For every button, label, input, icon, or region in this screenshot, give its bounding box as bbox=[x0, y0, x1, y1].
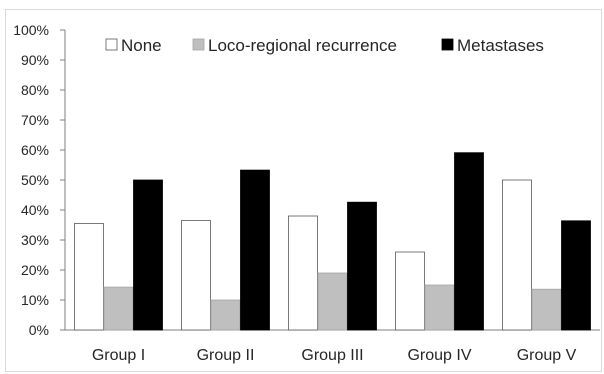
x-category-label: Group V bbox=[517, 347, 577, 364]
legend: None Loco-regional recurrence Metastases bbox=[105, 36, 544, 55]
x-category-label: Group III bbox=[301, 347, 363, 364]
y-tick-label: 90% bbox=[21, 52, 49, 68]
bar bbox=[210, 299, 241, 331]
bar bbox=[424, 284, 455, 331]
x-category-label: Group II bbox=[197, 347, 255, 364]
bar bbox=[74, 223, 104, 331]
y-tick-label: 40% bbox=[21, 202, 49, 218]
x-category-label: Group IV bbox=[407, 347, 471, 364]
y-tick-label: 100% bbox=[13, 22, 49, 38]
y-axis-ticks: 0% 10% 20% 30% 40% 50% 60% 70% 80% 90% 100% bbox=[13, 22, 65, 338]
legend-swatch bbox=[105, 38, 118, 51]
legend-label: Loco-regional recurrence bbox=[208, 36, 397, 55]
legend-label: None bbox=[121, 36, 162, 55]
x-axis-categories: Group I Group II Group III Group IV Group V bbox=[92, 347, 577, 364]
bar bbox=[288, 215, 318, 331]
bar bbox=[181, 220, 211, 331]
y-tick-label: 10% bbox=[21, 292, 49, 308]
y-tick-label: 50% bbox=[21, 172, 49, 188]
bar bbox=[531, 288, 562, 331]
y-tick-label: 80% bbox=[21, 82, 49, 98]
bar bbox=[240, 169, 270, 331]
legend-swatch bbox=[192, 38, 205, 51]
legend-label: Metastases bbox=[457, 36, 544, 55]
bar bbox=[561, 220, 591, 331]
y-tick-label: 30% bbox=[21, 232, 49, 248]
y-tick-label: 0% bbox=[29, 322, 49, 338]
legend-swatch bbox=[441, 38, 454, 51]
bar bbox=[317, 272, 348, 331]
bar bbox=[502, 179, 532, 331]
bar bbox=[133, 179, 163, 331]
y-tick-label: 60% bbox=[21, 142, 49, 158]
bar bbox=[395, 251, 425, 331]
y-tick-label: 20% bbox=[21, 262, 49, 278]
bar bbox=[347, 201, 377, 331]
x-category-label: Group I bbox=[92, 347, 145, 364]
bars bbox=[74, 152, 591, 331]
y-tick-label: 70% bbox=[21, 112, 49, 128]
bar bbox=[454, 152, 484, 331]
bar bbox=[103, 286, 134, 331]
